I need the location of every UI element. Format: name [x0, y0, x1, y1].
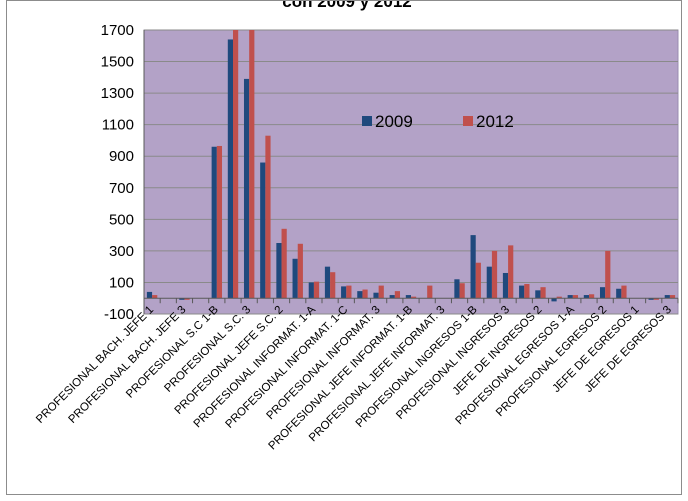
bar-2012	[653, 298, 659, 300]
bar-2009	[146, 291, 153, 299]
bar-2009	[535, 290, 541, 299]
bar-2009	[519, 285, 525, 299]
bar-2012	[621, 285, 627, 299]
bar-2012	[152, 295, 158, 299]
y-tick-label: 500	[109, 211, 134, 228]
bar-2009	[470, 235, 476, 299]
legend-label-2012: 2012	[476, 112, 514, 131]
bar-2012	[394, 291, 401, 299]
bar-2012	[297, 243, 303, 299]
x-category-label: PROFESIONAL BACH. JEFE 1	[34, 304, 156, 426]
bar-2009	[179, 298, 185, 300]
bar-2012	[346, 285, 352, 299]
y-tick-label: 700	[109, 180, 134, 197]
y-tick-label: 300	[109, 243, 134, 260]
bar-2012	[540, 287, 546, 299]
bar-2012	[330, 272, 336, 299]
bar-2012	[491, 250, 498, 299]
chart-container: con 2009 y 2012 -100 100 300 500 700 900 1100 1…	[6, 0, 682, 495]
bar-2009	[227, 39, 233, 299]
bar-2012	[362, 289, 368, 299]
bar-2009	[373, 292, 379, 299]
bar-2012	[233, 30, 239, 299]
bar-2012	[184, 298, 190, 300]
bar-chart: con 2009 y 2012 -100 100 300 500 700 900 1100 1…	[34, 1, 679, 453]
y-tick-label: 1300	[101, 85, 134, 102]
bar-2012	[572, 295, 579, 299]
bar-2009	[211, 146, 217, 299]
bar-2009	[357, 291, 363, 299]
bar-2009	[260, 162, 266, 299]
bar-2012	[508, 245, 514, 299]
bar-2012	[313, 281, 320, 299]
bar-2009	[308, 282, 314, 299]
bars	[146, 30, 676, 302]
bar-2012	[475, 262, 481, 299]
bar-2009	[292, 258, 298, 299]
bar-2009	[243, 78, 250, 299]
bar-2009	[551, 298, 557, 302]
y-tick-label: 100	[109, 274, 134, 291]
bar-2009	[648, 298, 654, 300]
bar-2012	[265, 135, 271, 299]
y-tick-label: -100	[104, 306, 134, 323]
bar-2012	[589, 294, 595, 299]
bar-2009	[664, 295, 670, 299]
x-category-label: PROFESIONAL EGRESOS 1-A	[454, 304, 578, 428]
bar-2012	[378, 285, 384, 299]
bar-2012	[249, 30, 255, 299]
y-tick-label: 900	[109, 148, 134, 165]
y-tick-label: 1700	[101, 22, 134, 39]
bar-2012	[459, 283, 465, 299]
chart-title: con 2009 y 2012	[282, 1, 411, 11]
bar-2009	[324, 266, 331, 299]
legend-label-2009: 2009	[375, 112, 413, 131]
bar-2012	[605, 250, 611, 299]
bar-2009	[567, 295, 573, 299]
bar-2009	[454, 279, 460, 299]
legend-swatch-2012	[463, 116, 473, 126]
bar-2009	[276, 243, 282, 299]
legend-swatch-2009	[362, 116, 372, 126]
legend: 2009 2012	[362, 112, 514, 131]
bar-2012	[411, 296, 417, 299]
bar-2012	[216, 145, 223, 299]
y-axis-tick-labels: -100 100 300 500 700 900 1100 1300 1500 1700	[101, 22, 134, 323]
bar-2009	[502, 272, 509, 299]
bar-2012	[669, 295, 676, 299]
bar-2009	[405, 295, 411, 299]
bar-2009	[341, 286, 347, 299]
bar-2009	[486, 266, 492, 299]
axes	[143, 30, 679, 314]
bar-2009	[583, 295, 589, 299]
bar-2009	[599, 287, 606, 299]
bar-2012	[427, 285, 433, 299]
bar-2009	[389, 295, 395, 299]
bar-2012	[281, 228, 287, 299]
bar-2012	[556, 296, 562, 299]
bar-2012	[524, 284, 530, 299]
y-tick-label: 1100	[102, 117, 134, 134]
y-tick-label: 1500	[101, 54, 134, 71]
plot-area	[143, 29, 679, 315]
bar-2009	[616, 288, 622, 299]
